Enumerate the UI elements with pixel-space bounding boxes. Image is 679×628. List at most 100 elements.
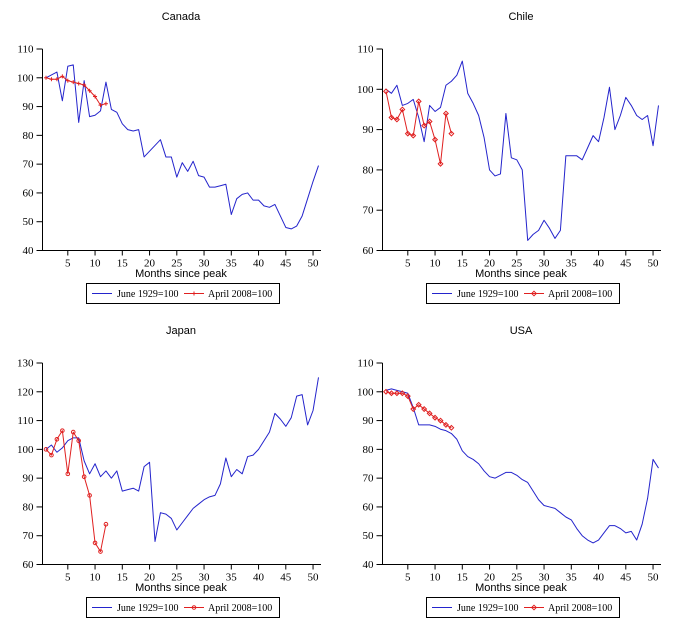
y-tick-label: 100	[17, 444, 34, 456]
series-marker	[448, 424, 455, 431]
y-tick-label: 80	[363, 444, 375, 456]
y-tick-label: 100	[17, 72, 34, 84]
series-marker	[426, 410, 433, 417]
series-marker	[60, 428, 65, 433]
y-tick-label: 40	[23, 245, 35, 257]
y-tick-label: 100	[357, 386, 374, 398]
x-tick-label: 15	[457, 572, 469, 584]
legend-box	[86, 597, 280, 618]
x-tick-label: 35	[226, 258, 238, 270]
x-tick-label: 30	[199, 572, 211, 584]
x-tick-label: 25	[171, 258, 183, 270]
plot-area: 60 70 80 90 100 110 120 130 5 10 15 20 25 30 35 40 45 50	[17, 358, 321, 584]
x-tick-label: 15	[457, 258, 469, 270]
april-2008-series-line	[385, 391, 452, 429]
june-1929-series-line	[385, 388, 659, 544]
x-tick-label: 35	[566, 572, 578, 584]
x-tick-label: 10	[430, 258, 442, 270]
x-tick-label: 10	[430, 572, 442, 584]
y-tick-label: 80	[23, 130, 35, 142]
panel-title: USA	[510, 325, 533, 337]
y-tick-label: 70	[23, 159, 35, 171]
series-marker	[43, 447, 49, 452]
x-tick-label: 30	[539, 258, 551, 270]
series-marker	[388, 390, 395, 397]
series-marker	[426, 118, 433, 125]
legend-label-2008: April 2008=100	[208, 289, 272, 300]
x-tick-label: 10	[90, 258, 102, 270]
x-tick-label: 5	[65, 258, 71, 270]
x-tick-label: 40	[593, 258, 605, 270]
x-tick-label: 35	[226, 572, 238, 584]
x-tick-label: 50	[648, 572, 660, 584]
x-tick-label: 30	[539, 572, 551, 584]
x-tick-label: 40	[253, 258, 265, 270]
series-marker	[191, 605, 197, 610]
x-tick-label: 15	[117, 258, 129, 270]
legend-label-2008: April 2008=100	[548, 603, 612, 614]
legend-box	[86, 283, 280, 304]
y-tick-label: 40	[363, 559, 375, 571]
x-tick-label: 40	[253, 572, 265, 584]
x-tick-label: 50	[648, 258, 660, 270]
series-marker	[399, 106, 406, 113]
y-tick-label: 110	[357, 44, 374, 56]
y-tick-label: 50	[363, 530, 375, 542]
series-marker	[432, 414, 439, 421]
series-marker	[530, 290, 538, 297]
x-axis-title: Months since peak	[475, 268, 567, 280]
y-tick-label: 70	[363, 205, 375, 217]
y-tick-label: 90	[23, 101, 35, 113]
legend: June 1929=100 April 2008=100	[426, 283, 620, 304]
x-tick-label: 10	[90, 572, 102, 584]
x-tick-label: 45	[280, 258, 292, 270]
series-marker	[87, 493, 92, 498]
y-tick-label: 60	[363, 501, 375, 513]
x-tick-label: 20	[144, 572, 156, 584]
y-tick-label: 70	[23, 530, 35, 542]
series-marker	[98, 549, 103, 554]
x-tick-label: 25	[511, 572, 523, 584]
series-marker	[415, 98, 422, 105]
plot-area: 40 50 60 70 80 90 100 110 5 10 15 20 25 30 35 40 45 50	[17, 44, 321, 270]
figure-row-bottom: Japan 60 70 80 90 100 110 120 130 5 10 15 20 25 30 35 4…	[0, 314, 679, 628]
series-marker	[65, 471, 71, 477]
legend-label-2008: April 2008=100	[548, 289, 612, 300]
legend: June 1929=100 April 2008=100	[426, 597, 620, 618]
y-tick-label: 80	[363, 164, 375, 176]
series-marker	[76, 438, 81, 444]
series-marker	[393, 116, 400, 123]
x-tick-label: 45	[620, 572, 632, 584]
x-tick-label: 5	[405, 572, 411, 584]
series-marker	[404, 130, 411, 137]
legend-box	[426, 597, 620, 618]
y-tick-label: 130	[17, 358, 34, 370]
series-marker	[448, 130, 455, 137]
series-marker	[404, 393, 411, 400]
panel-usa: USA 40 50 60 70 80 90 100 110 5 10 15 20 25 30 35 40 45 5…	[340, 314, 679, 628]
series-marker	[421, 406, 428, 413]
panel-chile: Chile 60 70 80 90 100 110 5 10 15 20 25 30 35 40 45 50 …	[340, 0, 679, 314]
y-tick-label: 110	[17, 415, 34, 427]
series-marker	[92, 540, 98, 546]
series-marker	[530, 604, 538, 611]
series-marker	[399, 390, 406, 397]
series-marker	[410, 406, 417, 413]
series-marker	[54, 436, 60, 442]
series-marker	[415, 401, 422, 408]
series-marker	[81, 474, 87, 480]
panel-canada: Canada 40 50 60 70 80 90 100 110 5 10 15 20 25 30 35 40…	[0, 0, 339, 314]
legend-label-1929: June 1929=100	[117, 603, 178, 614]
x-tick-label: 45	[280, 572, 292, 584]
plot-area: 40 50 60 70 80 90 100 110 5 10 15 20 25 30 35 40 45 50	[357, 358, 661, 584]
x-axis-title: Months since peak	[135, 268, 227, 280]
legend: June 1929=100 April 2008=100	[86, 283, 280, 304]
x-tick-label: 35	[566, 258, 578, 270]
series-marker	[388, 114, 395, 121]
legend-label-2008: April 2008=100	[208, 603, 272, 614]
x-axis-title: Months since peak	[135, 582, 227, 594]
x-tick-label: 45	[620, 258, 632, 270]
x-tick-label: 5	[65, 572, 71, 584]
